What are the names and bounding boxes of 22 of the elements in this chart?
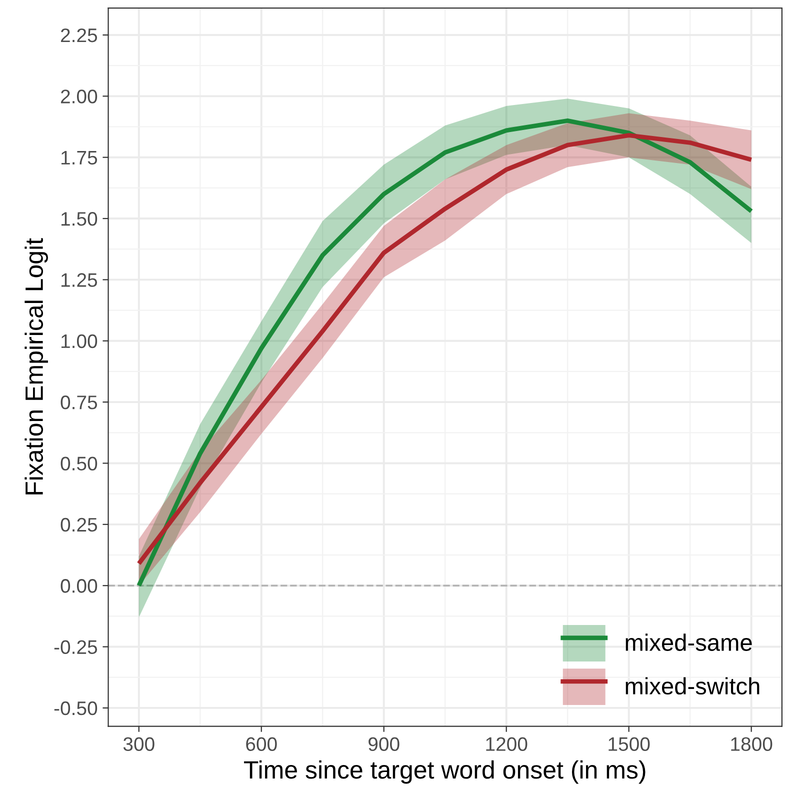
x-axis-title: Time since target word onset (in ms) bbox=[244, 760, 646, 784]
x-tick-label: 300 bbox=[123, 737, 154, 751]
y-tick-label: 1.00 bbox=[61, 334, 98, 348]
y-tick-label: 0.50 bbox=[60, 456, 98, 470]
y-tick-label: -0.25 bbox=[54, 640, 98, 654]
legend-label: mixed-same bbox=[626, 634, 752, 651]
y-axis-title: Fixation Empirical Logit bbox=[24, 238, 48, 494]
y-tick-label: -0.50 bbox=[54, 701, 98, 716]
x-tick-label: 900 bbox=[368, 737, 400, 751]
y-tick-label: 0.25 bbox=[60, 518, 98, 532]
y-tick-label: 0.75 bbox=[60, 396, 98, 410]
x-tick-label: 1200 bbox=[486, 737, 528, 751]
x-tick-label: 600 bbox=[246, 737, 277, 751]
y-tick-label: 2.25 bbox=[60, 28, 98, 42]
y-tick-label: 1.75 bbox=[61, 151, 98, 165]
y-tick-label: 0.00 bbox=[60, 579, 98, 593]
y-tick-label: 2.00 bbox=[60, 90, 98, 104]
y-tick-label: 1.25 bbox=[61, 273, 98, 287]
y-tick-label: 1.50 bbox=[61, 212, 98, 226]
legend-label: mixed-switch bbox=[626, 677, 760, 695]
x-tick-label: 1800 bbox=[731, 737, 772, 751]
x-tick-label: 1500 bbox=[608, 737, 650, 751]
